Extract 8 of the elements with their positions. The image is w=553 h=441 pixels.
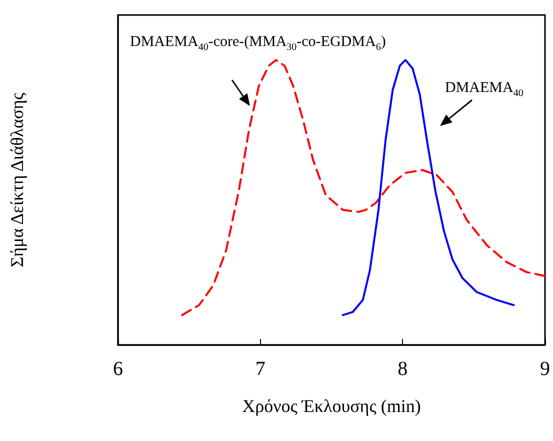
x-tick-label: 8 bbox=[398, 358, 408, 380]
text: DMAEMA$_{40}$-core-(MMA$_{30}$-co-EGDMA$_{6}$) bbox=[130, 33, 386, 55]
x-tick-label: 7 bbox=[255, 358, 266, 380]
annotation: DMAEMA$_{40}$ bbox=[445, 79, 524, 101]
y-axis-title: Σήμα Δείκτη Διάθλασης bbox=[7, 92, 27, 268]
x-tick-label: 6 bbox=[113, 358, 123, 380]
x-axis-title: Χρόνος Έκλουσης (min) bbox=[242, 396, 421, 416]
x-tick-label: 9 bbox=[540, 358, 550, 380]
